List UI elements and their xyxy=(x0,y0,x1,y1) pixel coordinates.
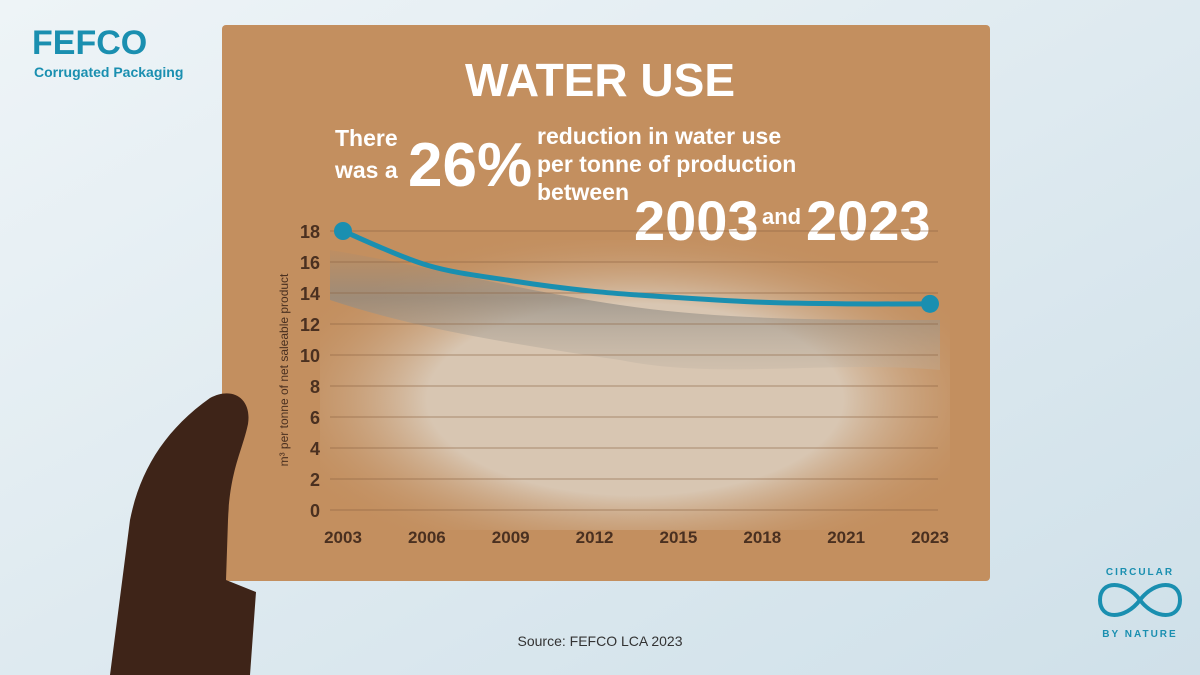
end-point xyxy=(334,222,352,240)
x-tick-label: 2021 xyxy=(827,528,865,547)
y-tick-label: 16 xyxy=(300,253,320,273)
y-tick-label: 18 xyxy=(300,222,320,242)
headline-year: 2023 xyxy=(806,189,931,252)
headline-figure: 26% xyxy=(408,131,532,200)
y-tick-label: 2 xyxy=(310,470,320,490)
x-tick-label: 2015 xyxy=(660,528,698,547)
logo-name: FEFCO xyxy=(32,24,147,62)
headline-text: per tonne of production xyxy=(537,151,796,177)
badge-text: BY NATURE xyxy=(1102,629,1177,640)
end-point xyxy=(921,294,939,313)
headline-text: There xyxy=(335,125,398,151)
y-tick-label: 4 xyxy=(310,439,320,459)
y-tick-label: 12 xyxy=(300,315,320,335)
data-line xyxy=(342,228,931,307)
headline-text: was a xyxy=(334,157,398,183)
x-tick-label: 2012 xyxy=(576,528,614,547)
badge: CIRCULAR BY NATURE xyxy=(1097,567,1183,640)
water-surface xyxy=(330,250,940,370)
headline-text: between xyxy=(537,179,629,205)
y-tick-label: 8 xyxy=(310,377,320,397)
x-tick-label: 2006 xyxy=(408,528,446,547)
x-tick-label: 2003 xyxy=(324,528,362,547)
y-tick-label: 6 xyxy=(310,408,320,428)
x-tick-label: 2023 xyxy=(911,528,949,547)
chart-title: WATER USE xyxy=(465,54,735,106)
badge-text: CIRCULAR xyxy=(1106,567,1174,578)
y-tick-label: 0 xyxy=(310,501,320,521)
x-tick-label: 2018 xyxy=(743,528,781,547)
headline-text: reduction in water use xyxy=(537,123,781,149)
source: Source: FEFCO LCA 2023 xyxy=(518,633,683,649)
y-tick-label: 10 xyxy=(300,346,320,366)
y-axis-label: m³ per tonne of net saleable product xyxy=(277,273,291,466)
x-tick-label: 2009 xyxy=(492,528,530,547)
hand xyxy=(110,393,256,675)
badge-symbol xyxy=(1097,583,1183,617)
headline-year: 2003 xyxy=(634,189,759,252)
logo-tagline: Corrugated Packaging xyxy=(34,64,183,80)
y-tick-label: 14 xyxy=(300,284,320,304)
headline-text: and xyxy=(762,204,801,229)
